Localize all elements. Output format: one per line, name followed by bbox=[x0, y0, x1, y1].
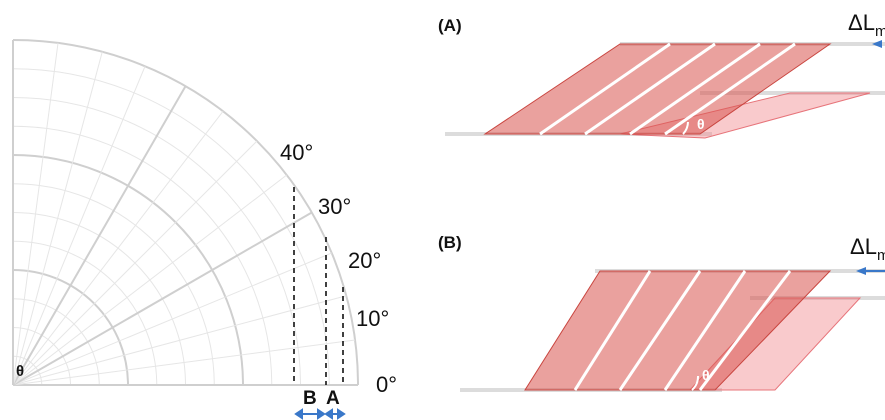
marker-label: B bbox=[303, 388, 317, 409]
panel-a bbox=[445, 40, 885, 138]
grid-spoke bbox=[13, 213, 312, 386]
angle-symbol: θ bbox=[697, 116, 705, 132]
grid-spoke bbox=[13, 141, 257, 385]
delta-label: ΔLm bbox=[848, 10, 885, 40]
figure: θ 40° 30° 20° 10° 0° B A (A) ΔLm θ bbox=[0, 0, 885, 420]
delta-subscript: m bbox=[877, 247, 885, 264]
grid-spoke bbox=[13, 340, 355, 385]
angle-label: 20° bbox=[348, 248, 381, 273]
delta-subscript: m bbox=[875, 23, 885, 40]
delta-text: ΔL bbox=[848, 10, 875, 35]
panel-label: (B) bbox=[438, 233, 462, 252]
grid-spoke bbox=[13, 296, 346, 385]
marker-arrows bbox=[296, 410, 344, 418]
delta-text: ΔL bbox=[850, 234, 877, 259]
grid-spoke bbox=[13, 86, 186, 385]
grid-spoke bbox=[13, 43, 58, 385]
panel-label: (A) bbox=[438, 16, 462, 35]
grid-spoke bbox=[13, 52, 102, 385]
angle-label: 30° bbox=[318, 194, 351, 219]
grid-spoke bbox=[13, 253, 332, 385]
angle-label: 40° bbox=[280, 140, 313, 165]
grid-spoke bbox=[13, 66, 145, 385]
marker-label: A bbox=[326, 388, 340, 409]
delta-label: ΔLm bbox=[850, 234, 885, 264]
angle-symbol: θ bbox=[702, 367, 710, 383]
polar-plot bbox=[13, 40, 358, 385]
angle-label: 0° bbox=[376, 372, 397, 397]
angle-label: 10° bbox=[356, 306, 389, 331]
panel-b bbox=[460, 267, 885, 390]
origin-label: θ bbox=[16, 363, 24, 380]
